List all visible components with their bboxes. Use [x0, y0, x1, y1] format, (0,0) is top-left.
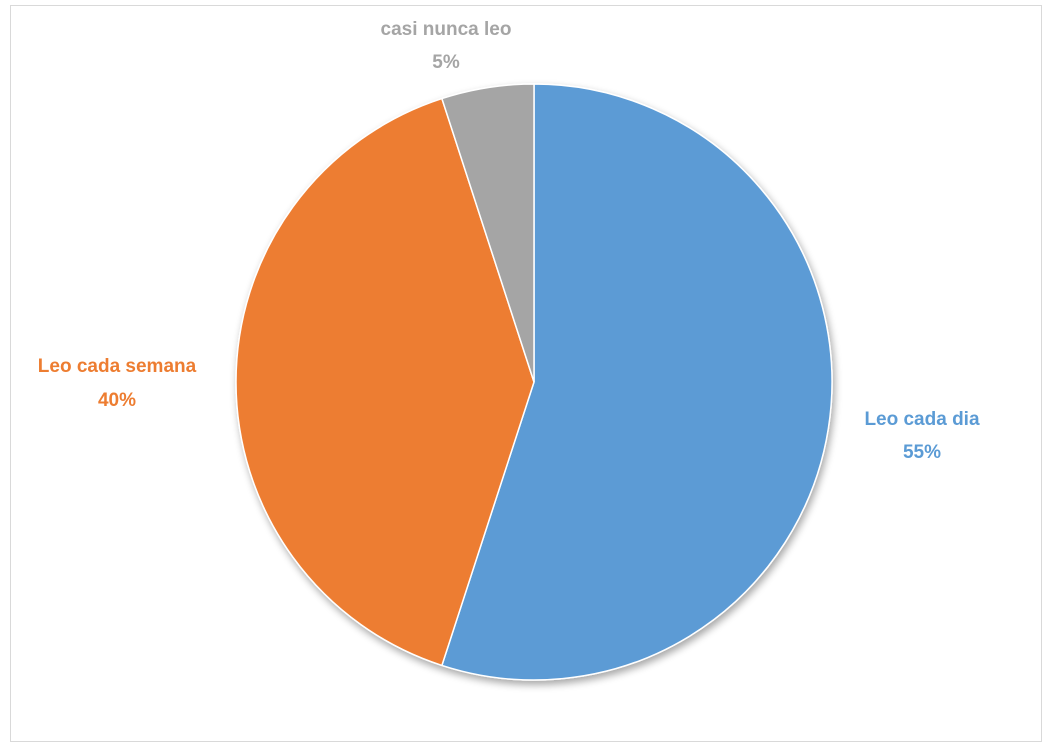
pie-slice-0 [440, 83, 833, 681]
slice-label-2-name: casi nunca leo [381, 19, 512, 40]
pie-slice-1 [235, 97, 535, 667]
pie-slices [235, 83, 833, 681]
slice-label-0-name: Leo cada dia [864, 409, 980, 430]
slice-label-2-percent: 5% [432, 52, 460, 73]
pie-slice-2 [440, 83, 535, 383]
slice-label-0-percent: 55% [903, 442, 941, 463]
slice-label-1-percent: 40% [98, 390, 136, 411]
slice-label-1-name: Leo cada semana [38, 356, 197, 377]
